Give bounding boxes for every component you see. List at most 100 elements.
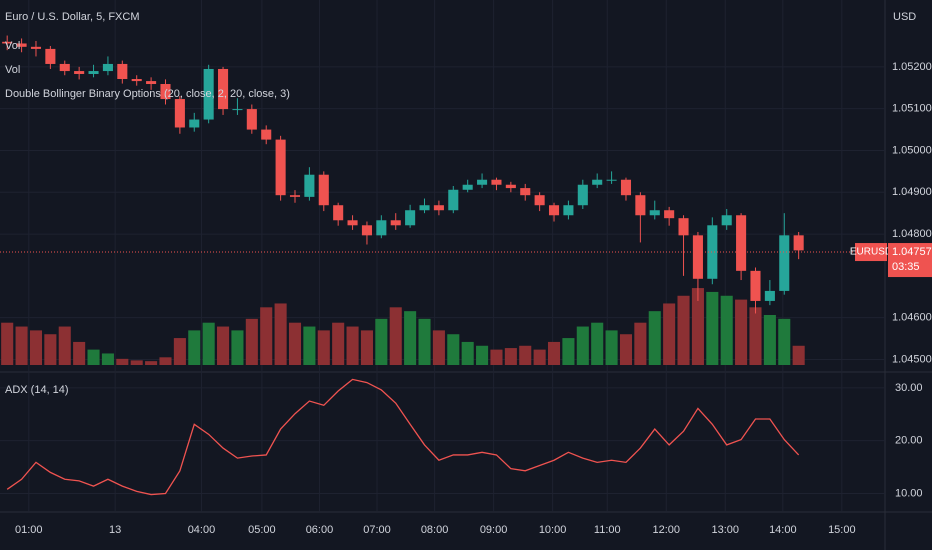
volume-bar: [663, 303, 676, 365]
x-tick-label: 08:00: [421, 524, 449, 536]
y-tick-label: 10.00: [895, 487, 923, 499]
volume-bar: [691, 288, 704, 365]
volume-bar: [706, 291, 719, 365]
volume-bar: [432, 330, 445, 365]
legend-line: Vol: [5, 40, 20, 52]
volume-bar: [188, 330, 201, 365]
x-tick-label: 14:00: [769, 524, 797, 536]
candle-body: [2, 41, 13, 44]
volume-bar: [360, 330, 373, 365]
candle-body: [477, 179, 488, 185]
volume-bar: [619, 334, 633, 365]
candle-body: [117, 63, 128, 79]
candle-body: [448, 189, 459, 211]
volume-bar: [44, 334, 57, 365]
volume-bar: [145, 361, 158, 365]
volume-bar: [576, 326, 589, 365]
volume-bar: [735, 299, 748, 365]
candle-body: [505, 184, 516, 189]
adx-title: ADX (14, 14): [5, 384, 69, 396]
candle-body: [548, 205, 560, 216]
volume-bar: [634, 322, 647, 365]
candle-body: [376, 220, 387, 236]
volume-bar: [87, 349, 100, 365]
x-tick-label: 07:00: [363, 524, 391, 536]
candle-body: [736, 215, 747, 271]
volume-bar: [260, 307, 273, 365]
volume-bar: [231, 330, 244, 365]
y-tick-label: 1.05100: [892, 103, 932, 115]
candle-body: [678, 218, 689, 236]
volume-bar: [317, 330, 330, 365]
price-box: [888, 243, 932, 278]
volume-bar: [677, 295, 690, 365]
x-tick-label: 12:00: [653, 524, 681, 536]
candle-body: [347, 220, 358, 226]
volume-bar: [58, 326, 71, 365]
x-tick-label: 13:00: [712, 524, 740, 536]
volume-bar: [404, 311, 417, 365]
candle-body: [635, 195, 646, 216]
volume-bar: [547, 341, 561, 365]
volume-bar: [375, 318, 388, 365]
candle-body: [74, 71, 85, 74]
volume-bar: [605, 330, 618, 365]
candle-body: [592, 179, 603, 185]
volume-bar: [73, 341, 86, 365]
volume-bar: [346, 326, 359, 365]
volume-bar: [1, 322, 14, 365]
candle-body: [707, 225, 718, 279]
candle-body: [520, 188, 531, 196]
candle-body: [30, 46, 42, 49]
volume-bar: [763, 315, 776, 365]
volume-bar: [461, 341, 474, 365]
volume-bar: [274, 303, 287, 365]
x-tick-label: 09:00: [480, 524, 508, 536]
candle-body: [750, 270, 761, 301]
x-tick-label: 11:00: [594, 524, 621, 536]
symbol-box: [855, 243, 887, 262]
y-tick-label: 1.05000: [892, 144, 932, 156]
volume-bar: [720, 295, 733, 365]
volume-bar: [303, 326, 316, 365]
candle-body: [390, 220, 401, 226]
candle-body: [333, 205, 344, 221]
volume-bar: [245, 318, 258, 365]
volume-bar: [476, 345, 489, 365]
volume-bar: [562, 338, 575, 365]
y-tick-label: 1.04900: [892, 186, 932, 198]
candle-body: [361, 225, 372, 236]
currency: USD: [893, 11, 916, 23]
candle-body: [304, 174, 315, 197]
volume-bar: [519, 345, 532, 365]
candle-body: [246, 109, 257, 130]
candle-body: [419, 205, 430, 211]
price-label: 1.04757: [892, 246, 932, 258]
y-tick-label: 1.04800: [892, 228, 932, 240]
marks: [0, 0, 885, 512]
candle-body: [793, 235, 804, 251]
y-tick-label: 1.05200: [892, 61, 932, 73]
x-tick-label: 06:00: [306, 524, 334, 536]
candle-body: [491, 179, 502, 185]
adx-line: [6, 378, 800, 496]
x-tick-label: 10:00: [539, 524, 567, 536]
candle-body: [692, 235, 703, 279]
volume-bar: [591, 322, 604, 365]
candle-body: [433, 205, 444, 211]
candle-body: [45, 48, 56, 64]
volume-bar: [490, 349, 503, 365]
candle-body: [606, 179, 617, 181]
volume-bar: [332, 322, 345, 365]
volume-bar: [648, 311, 661, 365]
volume-bar: [173, 338, 186, 365]
candle-body: [563, 205, 574, 216]
candle-body: [218, 68, 229, 110]
candle-body: [620, 179, 632, 196]
legend-line: Double Bollinger Binary Options (20, clo…: [5, 88, 290, 100]
x-tick-label: 13: [109, 524, 121, 536]
candle-body: [146, 81, 157, 85]
candle-body: [88, 71, 99, 74]
